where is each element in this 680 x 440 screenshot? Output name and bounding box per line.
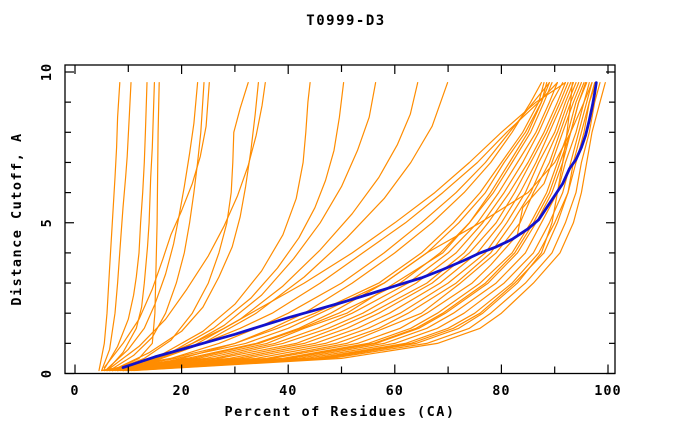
model-curve <box>125 82 590 372</box>
x-tick-label: 40 <box>279 383 297 399</box>
model-curve <box>111 82 249 372</box>
model-curve <box>109 82 566 372</box>
model-curve <box>111 82 160 372</box>
model-curve <box>117 82 577 372</box>
model-curve <box>109 82 564 372</box>
model-curve <box>103 82 210 369</box>
model-curve <box>106 82 553 372</box>
model-curve <box>119 82 345 370</box>
model-curve <box>122 82 550 372</box>
y-tick-label: 10 <box>39 63 55 81</box>
model-curve <box>122 82 587 372</box>
model-curve <box>127 82 573 372</box>
model-curve <box>106 82 199 370</box>
model-curve <box>114 82 574 372</box>
plot-title: T0999-D3 <box>306 13 385 29</box>
y-tick-label: 5 <box>39 218 55 227</box>
model-curve <box>122 82 585 372</box>
y-axis-title: Distance Cutoff, A <box>9 132 25 305</box>
model-curve <box>117 82 580 372</box>
model-curve <box>119 82 582 372</box>
model-curve <box>101 82 545 372</box>
plot-frame <box>64 64 616 375</box>
x-tick-label: 0 <box>70 383 79 399</box>
model-curve <box>125 82 593 372</box>
model-curve <box>111 82 569 372</box>
model-curve <box>133 82 606 372</box>
highlight-curve <box>121 81 598 369</box>
model-curve <box>127 82 596 372</box>
model-curve <box>114 82 259 370</box>
model-curve <box>106 82 155 372</box>
y-tick-label: 0 <box>39 369 55 378</box>
model-curve <box>101 82 132 372</box>
model-curve <box>106 82 558 372</box>
model-curve <box>122 82 377 372</box>
model-curve <box>106 82 266 372</box>
x-tick-label: 60 <box>386 383 404 399</box>
model-curve <box>109 82 205 372</box>
model-curve <box>111 82 566 372</box>
model-curve <box>103 82 148 370</box>
model-curve <box>98 82 121 372</box>
model-curve <box>127 82 449 372</box>
axes-layer: 0 20 40 60 80 100 0 5 10 <box>39 63 621 399</box>
model-curve <box>103 82 550 372</box>
x-tick-label: 100 <box>594 383 621 399</box>
model-curve <box>127 82 597 372</box>
model-curve <box>130 82 601 372</box>
x-axis-title: Percent of Residues (CA) <box>224 404 455 420</box>
x-tick-label: 20 <box>172 383 190 399</box>
model-curve <box>125 82 419 370</box>
x-tick-label: 80 <box>492 383 510 399</box>
curves-layer <box>98 81 606 372</box>
model-curve <box>117 82 311 372</box>
